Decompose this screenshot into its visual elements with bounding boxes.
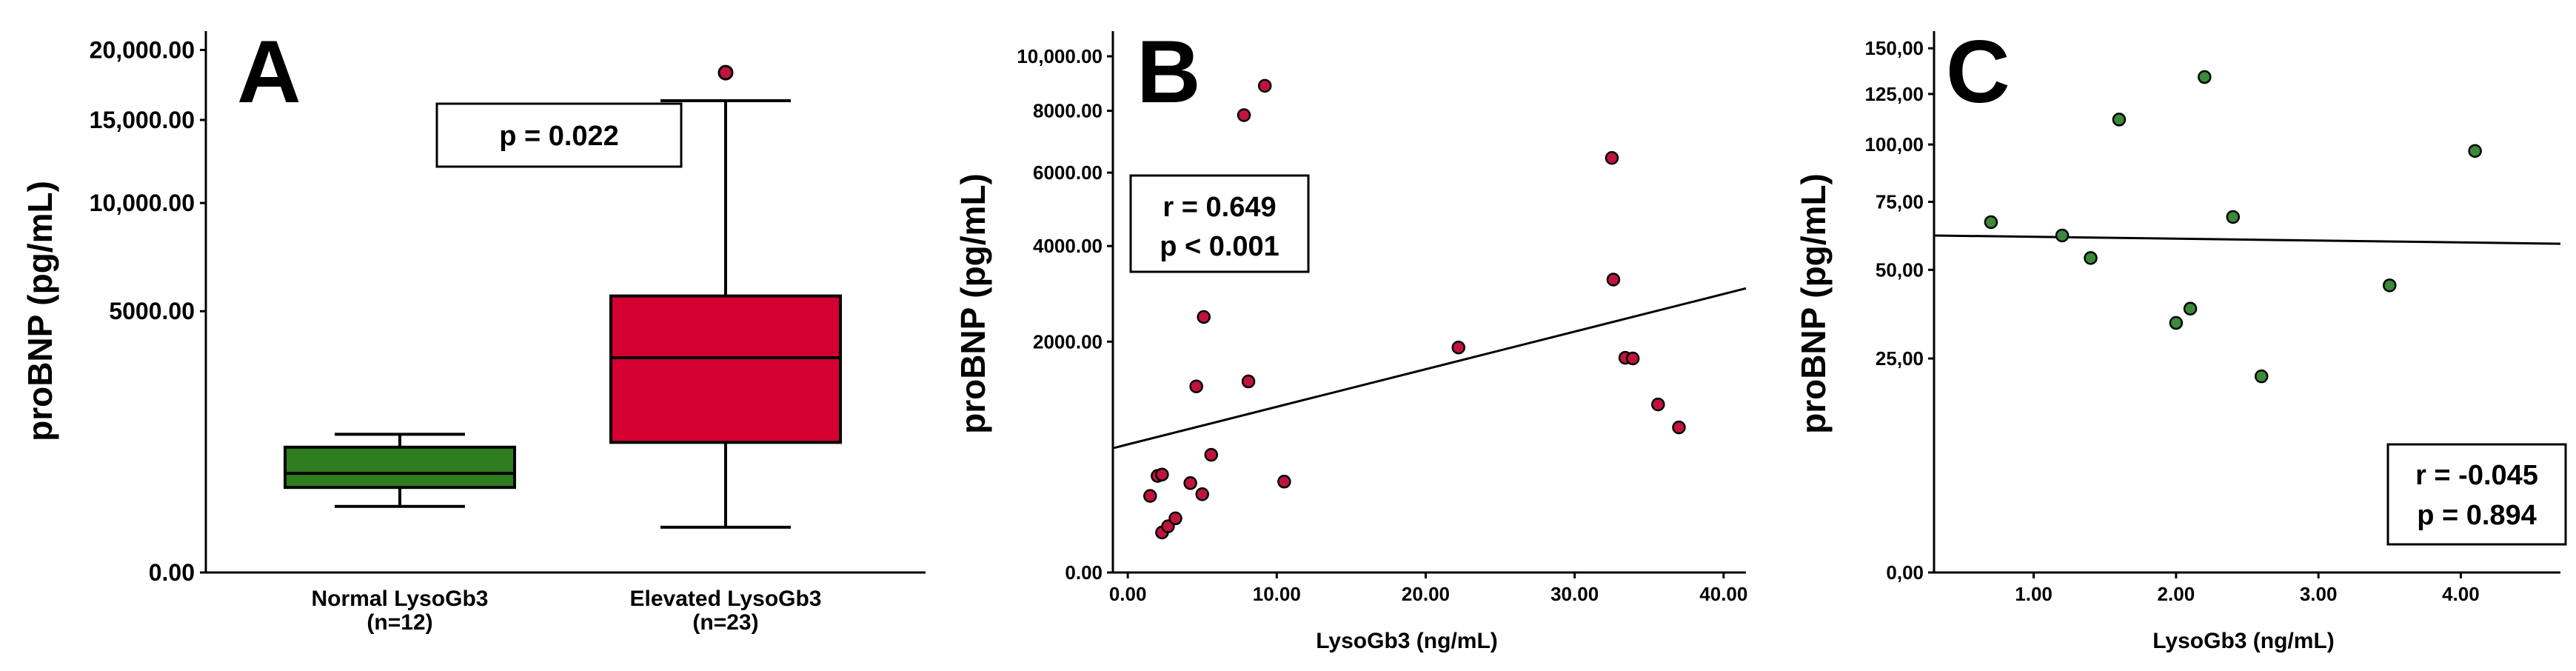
panel-b-x-axis-label: LysoGb3 (ng/mL) [1316,629,1498,653]
panel-a-pvalue: p = 0.022 [499,121,619,152]
panel-c-r-value: r = -0.045 [2415,460,2538,491]
panel-a-y-tick-label: 10,000.00 [90,190,195,216]
panel-c-data-point [2226,210,2241,224]
panel-c-data-point [2198,70,2212,84]
panel-c-data-point [2468,144,2482,158]
panel-c-letter: C [1946,22,2010,121]
panel-c-data-point [2383,278,2397,293]
panel-c-stats-box [2386,443,2567,546]
panel-c-y-tick-label: 100,00 [1864,133,1924,156]
panel-b-data-point [1606,273,1621,287]
panel-c-y-tick-label: 50,00 [1876,258,1924,281]
panel-b-data-point [1451,340,1465,355]
panel-b-data-point [1605,150,1619,165]
box-normal [284,445,516,490]
panel-b-data-point [1155,467,1169,482]
panel-a: proBNP (pg/mL) 0.00 5000.00 10,000.00 15,00… [21,22,926,635]
panel-a-category-label: Normal LysoGb3 [312,587,489,611]
panel-b-data-point [1143,489,1157,503]
panel-b-data-point [1625,351,1640,366]
panel-b-data-point [1237,108,1251,122]
panel-a-y-axis-label: proBNP (pg/mL) [21,181,59,441]
panel-b-y-tick-label: 2000.00 [1033,330,1103,353]
panel-b-data-point [1651,397,1665,412]
panel-b-data-point [1257,79,1272,93]
panel-b-stats-box [1129,174,1310,273]
panel-c-x-tick-label: 1.00 [2015,583,2053,605]
panel-b-data-point [1168,511,1182,526]
panel-b-data-point [1183,476,1197,490]
panel-b-x-tick-label: 20.00 [1402,583,1450,605]
panel-c-y-tick-label: 0,00 [1886,561,1924,584]
panel-c-fit-line [1933,234,2561,245]
panel-a-category-label: Elevated LysoGb3 [630,587,822,611]
panel-b: proBNP (pg/mL) 0.00 10.00 20.00 30.00 40.00 0… [954,22,1747,653]
panel-b-letter: B [1137,22,1201,121]
panel-a-category-n: (n=23) [692,610,758,635]
panel-b-fit-line [1112,287,1747,450]
panel-b-data-point [1672,420,1686,435]
panel-c: proBNP (pg/mL) 1.00 2.00 3.00 4.00 0,00 25,00… [1794,22,2567,653]
panel-b-data-point [1241,374,1256,389]
panel-b-data-point [1204,447,1219,462]
box-outlier [717,64,734,81]
panel-c-data-point [2055,228,2070,243]
panel-b-y-axis-label: proBNP (pg/mL) [954,173,992,434]
box-elevated [609,294,842,444]
panel-c-y-tick-label: 75,00 [1876,191,1924,213]
panel-a-y-tick-label: 5000.00 [109,298,195,324]
panel-b-x-tick-label: 10.00 [1253,583,1301,605]
panel-c-x-tick-label: 4.00 [2442,583,2480,605]
panel-c-data-point [1984,215,1998,230]
panel-b-x-tick-label: 0.00 [1109,583,1147,605]
panel-c-data-point [2254,369,2269,384]
panel-b-data-point [1197,310,1211,324]
panel-c-x-axis-label: LysoGb3 (ng/mL) [2152,629,2335,653]
panel-b-data-point [1189,379,1203,393]
panel-c-data-point [2169,316,2184,330]
panel-c-x-tick-label: 2.00 [2158,583,2195,605]
panel-b-y-tick-label: 0.00 [1065,561,1103,584]
panel-c-y-tick-label: 125,00 [1864,83,1924,105]
panel-a-pvalue-box [435,102,683,168]
panel-b-y-tick-label: 8000.00 [1033,100,1103,122]
panel-c-data-point [2084,251,2098,265]
panel-c-y-tick-label: 25,00 [1876,347,1924,370]
panel-a-y-tick-label: 0.00 [149,559,195,586]
panel-b-p-value: p < 0.001 [1160,231,1279,262]
panel-c-x-tick-label: 3.00 [2300,583,2338,605]
panel-c-data-point [2112,113,2127,127]
panel-b-data-point [1277,475,1291,489]
panel-b-y-tick-label: 6000.00 [1033,161,1103,184]
panel-b-y-tick-label: 4000.00 [1033,235,1103,257]
panel-c-data-point [2183,301,2198,316]
panel-b-data-point [1195,487,1209,501]
panel-b-x-tick-label: 40.00 [1699,583,1747,605]
panel-c-y-tick-label: 150,00 [1864,37,1924,59]
panel-b-y-tick-label: 10,000.00 [1017,45,1103,67]
panel-a-y-tick-label: 20,000.00 [90,36,195,63]
panel-a-y-tick-label: 15,000.00 [90,107,195,133]
panel-a-letter: A [237,22,301,121]
panel-b-r-value: r = 0.649 [1162,192,1276,223]
panel-c-y-axis-label: proBNP (pg/mL) [1794,173,1833,434]
panel-a-category-n: (n=12) [367,610,432,635]
panel-c-p-value: p = 0.894 [2417,500,2537,531]
panel-b-x-tick-label: 30.00 [1550,583,1599,605]
